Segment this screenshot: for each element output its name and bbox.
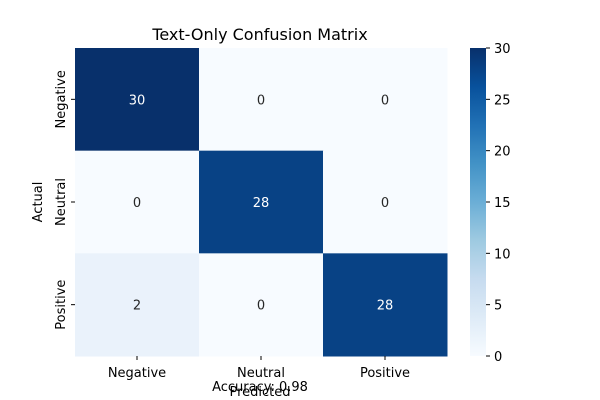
heatmap-cell-1-2 — [323, 150, 448, 254]
heatmap-cell-2-2 — [323, 253, 448, 357]
heatmap-cell-2-1 — [199, 253, 324, 357]
heatmap-cell-1-1 — [199, 150, 324, 254]
heatmap-cell-2-0 — [75, 253, 200, 357]
x-axis-label: Predicted — [229, 385, 290, 400]
x-tick-label: Positive — [360, 366, 410, 381]
y-tick-label: Positive — [54, 280, 69, 330]
colorbar-tick-label: 15 — [494, 196, 511, 211]
heatmap-cell-0-0 — [75, 48, 200, 152]
colorbar-tick-label: 30 — [494, 42, 511, 57]
y-tick-label: Negative — [54, 70, 69, 128]
y-axis-label: Actual — [31, 182, 46, 223]
cell-value-label: 30 — [129, 93, 146, 108]
cell-value-label: 0 — [133, 196, 141, 211]
heatmap-cell-0-2 — [323, 48, 448, 152]
chart-title: Text-Only Confusion Matrix — [151, 25, 367, 44]
cell-value-label: 0 — [257, 93, 265, 108]
cell-value-label: 28 — [253, 196, 270, 211]
cell-value-label: 0 — [381, 93, 389, 108]
cell-value-label: 0 — [381, 196, 389, 211]
cell-value-label: 28 — [377, 299, 394, 314]
colorbar: 0 5 10 15 20 25 30 — [470, 42, 511, 365]
x-tick-label: Negative — [108, 366, 166, 381]
accuracy-text: Accuracy: 0.98 — [212, 380, 308, 395]
colorbar-tick-label: 5 — [494, 299, 502, 314]
colorbar-tick-label: 20 — [494, 145, 511, 160]
heatmap-cell-labels: 30 0 0 0 28 0 2 0 28 — [129, 93, 394, 313]
x-axis-ticks: Negative Neutral Positive — [108, 356, 410, 381]
heatmap-cell-1-0 — [75, 150, 200, 254]
cell-value-label: 2 — [133, 299, 141, 314]
heatmap-cells — [75, 48, 448, 357]
colorbar-tick-label: 10 — [494, 247, 511, 262]
colorbar-tick-label: 25 — [494, 93, 511, 108]
y-tick-label: Neutral — [54, 178, 69, 226]
cell-value-label: 0 — [257, 299, 265, 314]
x-tick-label: Neutral — [237, 366, 285, 381]
y-axis-ticks: Negative Neutral Positive — [54, 70, 75, 330]
colorbar-tick-label: 0 — [494, 350, 502, 365]
colorbar-gradient — [470, 48, 486, 356]
heatmap-cell-0-1 — [199, 48, 324, 152]
